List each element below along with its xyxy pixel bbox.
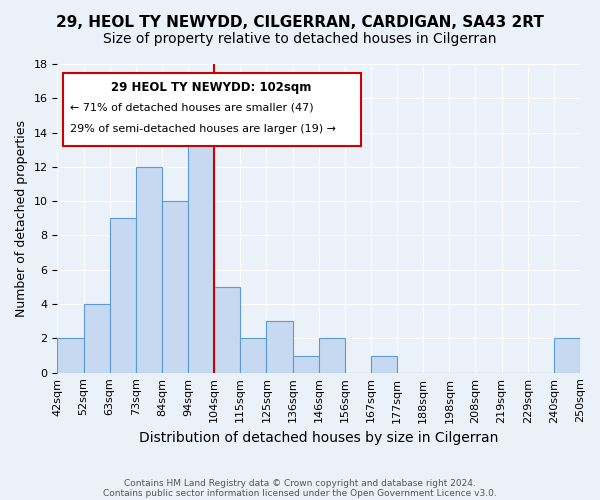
Bar <box>110 218 136 372</box>
Text: 29 HEOL TY NEWYDD: 102sqm: 29 HEOL TY NEWYDD: 102sqm <box>112 81 312 94</box>
Bar <box>319 338 345 372</box>
Bar <box>162 201 188 372</box>
Bar <box>214 287 241 372</box>
Text: Size of property relative to detached houses in Cilgerran: Size of property relative to detached ho… <box>103 32 497 46</box>
Text: ← 71% of detached houses are smaller (47): ← 71% of detached houses are smaller (47… <box>70 102 314 113</box>
Bar <box>241 338 266 372</box>
X-axis label: Distribution of detached houses by size in Cilgerran: Distribution of detached houses by size … <box>139 431 499 445</box>
Bar <box>371 356 397 372</box>
Y-axis label: Number of detached properties: Number of detached properties <box>15 120 28 317</box>
Text: 29% of semi-detached houses are larger (19) →: 29% of semi-detached houses are larger (… <box>70 124 337 134</box>
Bar <box>266 321 293 372</box>
Bar <box>293 356 319 372</box>
Bar <box>58 338 83 372</box>
Text: Contains HM Land Registry data © Crown copyright and database right 2024.: Contains HM Land Registry data © Crown c… <box>124 478 476 488</box>
Bar <box>188 132 214 372</box>
FancyBboxPatch shape <box>62 74 361 146</box>
Bar <box>554 338 580 372</box>
Bar <box>83 304 110 372</box>
Bar <box>136 167 162 372</box>
Text: 29, HEOL TY NEWYDD, CILGERRAN, CARDIGAN, SA43 2RT: 29, HEOL TY NEWYDD, CILGERRAN, CARDIGAN,… <box>56 15 544 30</box>
Text: Contains public sector information licensed under the Open Government Licence v3: Contains public sector information licen… <box>103 488 497 498</box>
